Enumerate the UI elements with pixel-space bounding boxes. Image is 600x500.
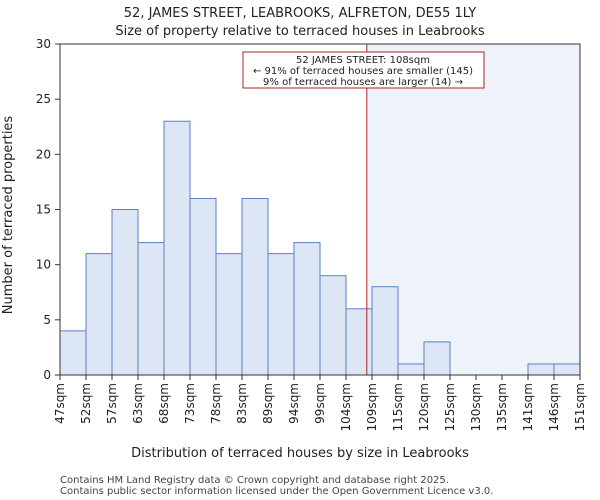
bar-73sqm — [189, 197, 217, 376]
footer-line-1: Contains HM Land Registry data © Crown c… — [60, 475, 449, 486]
x-tick-label: 68sqm — [157, 383, 171, 424]
x-tick-label: 109sqm — [365, 383, 379, 431]
x-tick-label: 130sqm — [469, 383, 483, 431]
bar-78sqm — [215, 253, 243, 376]
x-tick-label: 125sqm — [443, 383, 457, 431]
x-tick-label: 73sqm — [183, 383, 197, 424]
y-tick-label: 20 — [36, 147, 51, 161]
annotation-line-2: ← 91% of terraced houses are smaller (14… — [253, 66, 473, 77]
y-axis: 0 5 10 15 20 25 30 — [36, 37, 60, 382]
bar-94sqm — [293, 242, 321, 376]
x-axis-ticks: 47sqm 52sqm 57sqm 63sqm 68sqm 73sqm 78sqm 83sqm… — [53, 375, 587, 431]
x-tick-label: 99sqm — [313, 383, 327, 424]
annotation-line-3: 9% of terraced houses are larger (14) → — [263, 77, 463, 88]
x-tick-label: 104sqm — [339, 383, 353, 431]
bar-47sqm — [59, 330, 87, 376]
x-tick-label: 115sqm — [391, 383, 405, 431]
bars-group — [59, 120, 581, 376]
x-tick-label: 146sqm — [547, 383, 561, 431]
bar-83sqm — [241, 197, 269, 376]
x-tick-label: 63sqm — [131, 383, 145, 424]
chart-title: 52, JAMES STREET, LEABROOKS, ALFRETON, D… — [124, 6, 476, 21]
bar-109sqm — [371, 286, 399, 376]
bar-63sqm — [137, 242, 165, 376]
y-tick-label: 30 — [36, 37, 51, 51]
chart-subtitle: Size of property relative to terraced ho… — [115, 24, 484, 39]
x-tick-label: 47sqm — [53, 383, 67, 424]
bar-52sqm — [85, 253, 113, 376]
x-tick-label: 83sqm — [235, 383, 249, 424]
x-tick-label: 135sqm — [495, 383, 509, 431]
x-tick-label: 151sqm — [573, 383, 587, 431]
larger-properties-shade — [366, 44, 580, 375]
x-axis-label: Distribution of terraced houses by size … — [131, 446, 469, 461]
y-axis-label: Number of terraced properties — [1, 116, 16, 315]
annotation-box — [242, 51, 485, 89]
bar-68sqm — [163, 120, 191, 376]
bar-146sqm — [553, 363, 581, 376]
y-tick-label: 10 — [36, 258, 51, 272]
bar-89sqm — [267, 253, 295, 376]
y-tick-label: 25 — [36, 92, 51, 106]
x-tick-label: 89sqm — [261, 383, 275, 424]
bar-57sqm — [111, 209, 139, 376]
footer-line-2: Contains public sector information licen… — [60, 486, 493, 497]
bar-115sqm — [397, 363, 425, 376]
x-tick-label: 141sqm — [521, 383, 535, 431]
y-tick-label: 0 — [43, 368, 51, 382]
bar-120sqm — [423, 341, 451, 376]
y-tick-label: 15 — [36, 203, 51, 217]
bar-99sqm — [319, 275, 347, 376]
x-tick-label: 120sqm — [417, 383, 431, 431]
x-tick-label: 78sqm — [209, 383, 223, 424]
y-tick-label: 5 — [43, 313, 51, 327]
x-tick-label: 57sqm — [105, 383, 119, 424]
x-tick-label: 52sqm — [79, 383, 93, 424]
bar-104sqm — [345, 308, 373, 376]
bar-141sqm — [527, 363, 555, 376]
annotation-line-1: 52 JAMES STREET: 108sqm — [296, 55, 430, 66]
x-tick-label: 94sqm — [287, 383, 301, 424]
plot-frame — [59, 43, 581, 376]
